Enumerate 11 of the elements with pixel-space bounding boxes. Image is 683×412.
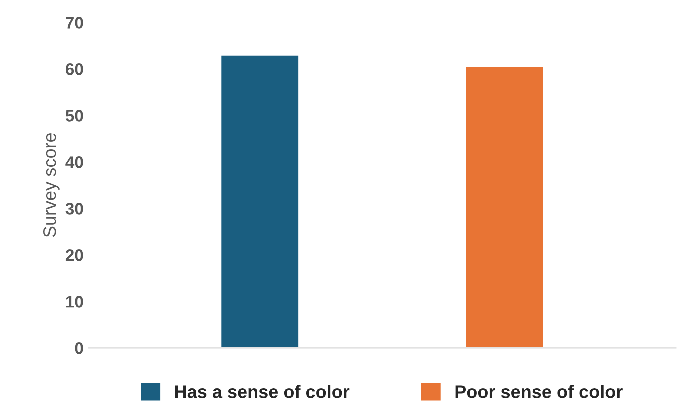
y-tick-label: 30 — [66, 203, 84, 215]
legend-label: Poor sense of color — [456, 385, 623, 398]
y-tick-label: 0 — [75, 342, 84, 354]
y-axis-title: Survey score — [43, 134, 60, 238]
y-tick-label: 20 — [66, 250, 84, 262]
y-tick-label: 10 — [66, 296, 84, 308]
y-tick-label: 40 — [66, 156, 84, 168]
y-tick-label: 70 — [66, 17, 84, 29]
y-tick-label: 50 — [66, 110, 84, 122]
y-tick-label: 60 — [66, 64, 84, 76]
legend-label: Has a sense of color — [176, 385, 350, 398]
